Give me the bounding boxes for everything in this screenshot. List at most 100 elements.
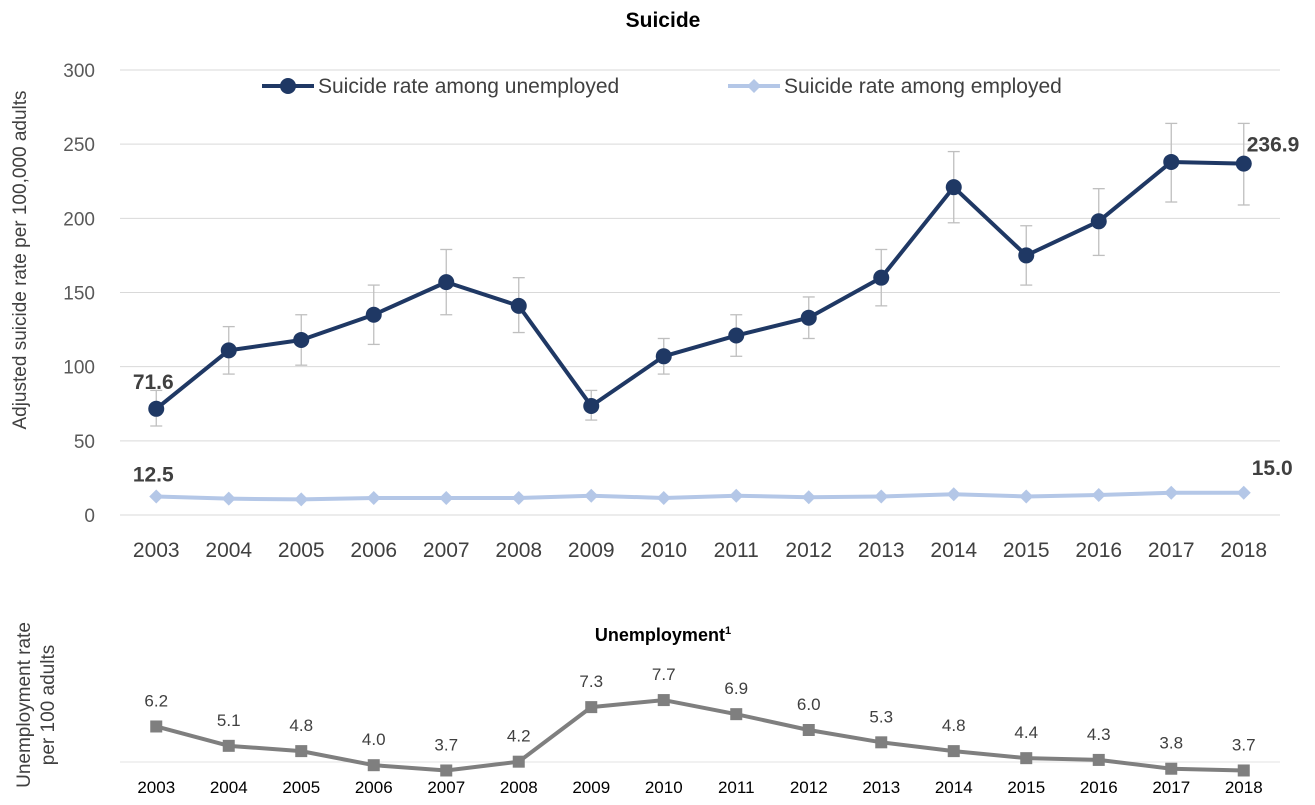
point-unemployed	[728, 327, 745, 344]
bottom-x-tick-label: 2014	[935, 778, 973, 797]
point-unemployed	[1090, 213, 1107, 230]
bottom-chart-ylabel: Unemployment rate per 100 adults	[14, 622, 59, 788]
data-label-unemployment: 5.1	[217, 711, 241, 730]
point-employed	[1236, 485, 1251, 500]
top-x-tick-label: 2003	[133, 539, 180, 562]
data-label-unemployment: 4.2	[507, 727, 531, 746]
top-chart-error-bars	[150, 122, 1250, 427]
point-employed	[874, 489, 889, 504]
point-employed	[656, 490, 671, 505]
top-x-tick-label: 2016	[1075, 539, 1122, 562]
bottom-x-tick-label: 2015	[1007, 778, 1045, 797]
top-chart-ylabel: Adjusted suicide rate per 100,000 adults	[10, 90, 31, 429]
bottom-chart-x-axis: 2003 2004 2005 2006 2007 2008 2009 2010 2011 2012…	[137, 778, 1262, 797]
top-x-tick-label: 2012	[785, 539, 832, 562]
top-x-tick-label: 2008	[495, 539, 542, 562]
point-unemployed	[1018, 247, 1035, 264]
top-x-tick-label: 2006	[350, 539, 397, 562]
data-label-annotation: 236.9	[1247, 134, 1300, 157]
point-unemployed	[293, 331, 310, 348]
bottom-x-tick-label: 2003	[137, 778, 175, 797]
data-label-unemployment: 7.7	[652, 665, 676, 684]
top-x-tick-label: 2014	[930, 539, 977, 562]
point-unemployed	[148, 400, 165, 417]
top-y-tick-label: 200	[63, 209, 95, 230]
top-y-tick-label: 0	[84, 506, 95, 527]
point-unemployment	[875, 736, 888, 749]
top-x-tick-label: 2011	[714, 539, 759, 562]
bottom-chart-ylabel-line2: per 100 adults	[38, 645, 59, 765]
point-unemployment	[512, 755, 525, 768]
point-employed	[511, 490, 526, 505]
point-unemployment	[1237, 764, 1250, 777]
point-employed	[946, 487, 961, 502]
top-chart-title: Suicide	[626, 9, 701, 32]
point-unemployment	[150, 720, 163, 733]
legend-label-unemployed: Suicide rate among unemployed	[318, 75, 619, 98]
top-x-tick-label: 2018	[1220, 539, 1267, 562]
series-line-unemployment	[155, 698, 1244, 773]
bottom-chart-title-text: Unemployment	[595, 625, 725, 645]
bottom-x-tick-label: 2004	[210, 778, 248, 797]
point-employed	[801, 490, 816, 505]
point-employed	[729, 488, 744, 503]
point-unemployment	[367, 759, 380, 772]
series-line-unemployed	[154, 159, 1244, 411]
point-unemployment	[1020, 752, 1033, 765]
legend-label-employed: Suicide rate among employed	[784, 75, 1062, 98]
data-label-unemployment: 6.2	[144, 691, 168, 710]
bottom-chart-title-superscript: 1	[725, 625, 731, 637]
point-employed	[1091, 487, 1106, 502]
bottom-chart-ylabel-line1: Unemployment rate	[14, 622, 35, 788]
data-label-annotation: 71.6	[133, 371, 174, 394]
top-x-tick-label: 2005	[278, 539, 325, 562]
point-unemployment	[730, 708, 743, 721]
data-label-annotation: 12.5	[133, 463, 174, 486]
point-unemployment	[802, 724, 815, 736]
point-unemployed	[438, 274, 455, 291]
legend-marker-employed	[747, 79, 761, 93]
top-x-tick-label: 2010	[640, 539, 687, 562]
data-label-unemployment: 3.7	[434, 735, 458, 754]
bottom-x-tick-label: 2012	[790, 778, 828, 797]
point-unemployment	[1165, 762, 1178, 775]
data-label-unemployment: 4.8	[289, 716, 313, 735]
data-label-unemployment: 4.4	[1014, 723, 1038, 742]
top-x-tick-label: 2007	[423, 539, 470, 562]
data-label-unemployment: 3.8	[1159, 734, 1183, 753]
top-chart-series	[148, 153, 1252, 507]
top-y-tick-label: 150	[63, 284, 95, 305]
point-unemployed	[220, 342, 237, 359]
point-employed	[1019, 489, 1034, 504]
bottom-x-tick-label: 2006	[355, 778, 393, 797]
data-label-unemployment: 7.3	[579, 672, 603, 691]
point-employed	[366, 490, 381, 505]
point-unemployment	[295, 745, 308, 758]
point-unemployment	[657, 694, 670, 707]
top-x-tick-label: 2017	[1148, 539, 1195, 562]
bottom-x-tick-label: 2009	[572, 778, 610, 797]
top-y-tick-label: 300	[63, 61, 95, 82]
point-employed	[294, 492, 309, 507]
bottom-chart-title: Unemployment1	[595, 625, 731, 645]
data-label-unemployment: 6.0	[797, 695, 821, 714]
point-employed	[439, 490, 454, 505]
top-x-tick-label: 2009	[568, 539, 615, 562]
point-employed	[1164, 485, 1179, 500]
point-unemployed	[655, 348, 672, 365]
bottom-x-tick-label: 2007	[427, 778, 465, 797]
top-chart-x-axis: 2003 2004 2005 2006 2007 2008 2009 2010 2011 2012…	[133, 539, 1267, 562]
top-x-tick-label: 2004	[205, 539, 252, 562]
point-employed	[584, 488, 599, 503]
top-chart-y-axis: 0 50 100 150 200 250 300	[63, 61, 95, 527]
series-line-employed	[156, 490, 1244, 502]
point-unemployed	[873, 269, 890, 286]
bottom-x-tick-label: 2010	[645, 778, 683, 797]
point-employed	[149, 489, 164, 504]
point-unemployed	[1235, 155, 1252, 172]
bottom-x-tick-label: 2016	[1080, 778, 1118, 797]
legend-marker-unemployed	[280, 78, 296, 94]
top-y-tick-label: 100	[63, 358, 95, 379]
point-unemployment	[947, 745, 960, 758]
